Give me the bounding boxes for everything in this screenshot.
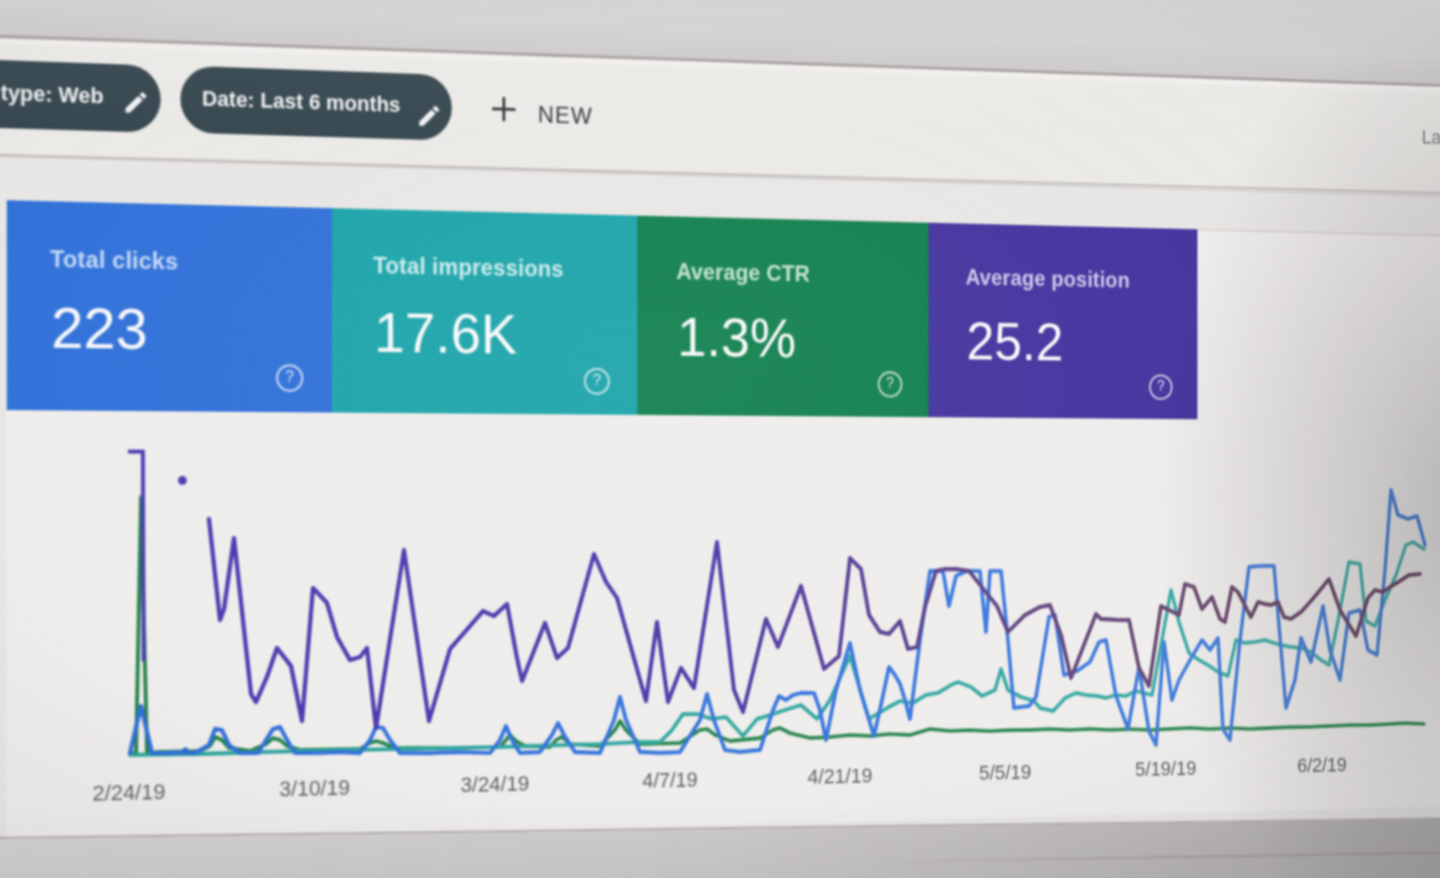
svg-text:4/21/19: 4/21/19 bbox=[808, 764, 873, 789]
svg-text:3/24/19: 3/24/19 bbox=[461, 771, 530, 796]
svg-text:3/10/19: 3/10/19 bbox=[279, 775, 350, 801]
svg-text:5/19/19: 5/19/19 bbox=[1135, 757, 1196, 781]
svg-text:6/2/19: 6/2/19 bbox=[1297, 753, 1347, 776]
svg-text:2/24/19: 2/24/19 bbox=[92, 779, 165, 805]
svg-text:4/7/19: 4/7/19 bbox=[642, 768, 697, 793]
svg-text:5/5/19: 5/5/19 bbox=[979, 760, 1031, 784]
